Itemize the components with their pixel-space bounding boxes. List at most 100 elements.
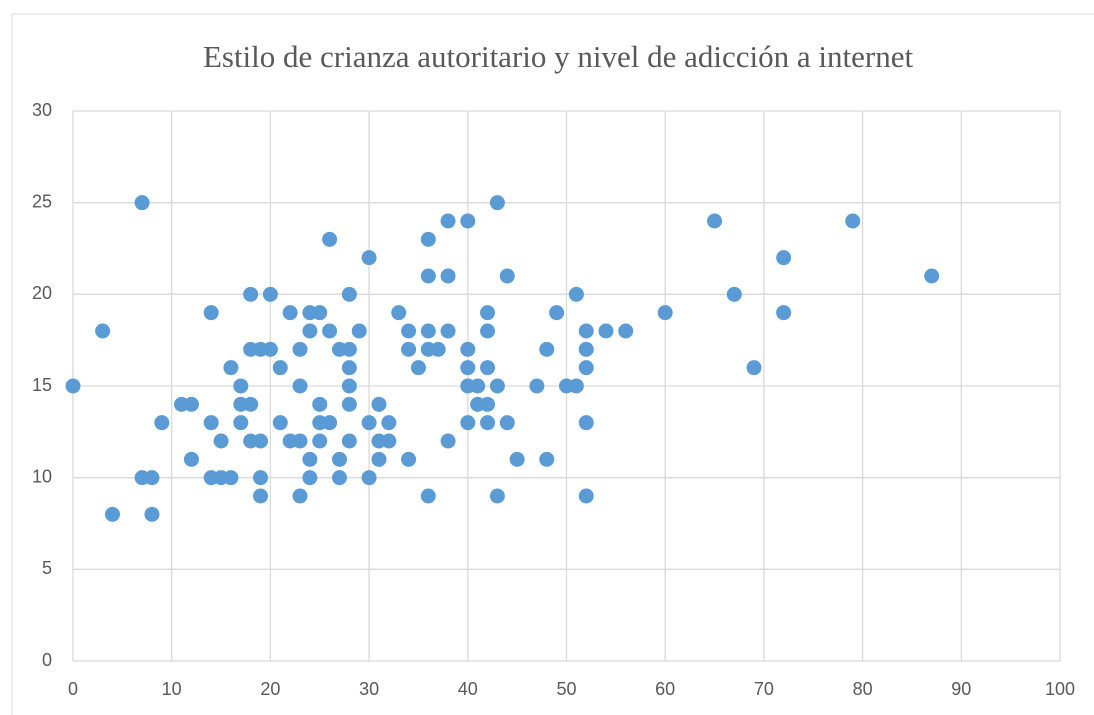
point bbox=[381, 433, 397, 449]
point bbox=[262, 286, 278, 302]
point bbox=[331, 470, 347, 486]
point bbox=[312, 433, 328, 449]
point bbox=[746, 360, 762, 376]
y-tick-label: 15 bbox=[32, 375, 52, 395]
x-tick-label: 60 bbox=[655, 679, 675, 699]
point bbox=[440, 268, 456, 284]
point bbox=[282, 305, 298, 321]
point bbox=[529, 378, 545, 394]
point bbox=[104, 506, 120, 522]
point bbox=[489, 378, 505, 394]
point bbox=[460, 415, 476, 431]
point bbox=[924, 268, 940, 284]
point bbox=[480, 415, 496, 431]
point bbox=[381, 415, 397, 431]
x-tick-label: 50 bbox=[556, 679, 576, 699]
x-tick-label: 80 bbox=[853, 679, 873, 699]
point bbox=[480, 323, 496, 339]
point bbox=[578, 415, 594, 431]
point bbox=[154, 415, 170, 431]
point bbox=[657, 305, 673, 321]
point bbox=[262, 341, 278, 357]
point bbox=[440, 213, 456, 229]
point bbox=[302, 323, 318, 339]
point bbox=[578, 323, 594, 339]
point bbox=[292, 433, 308, 449]
point bbox=[341, 396, 357, 412]
point bbox=[233, 378, 249, 394]
x-tick-label: 30 bbox=[359, 679, 379, 699]
point bbox=[391, 305, 407, 321]
point bbox=[420, 231, 436, 247]
y-tick-label: 10 bbox=[32, 466, 52, 486]
point bbox=[460, 213, 476, 229]
point bbox=[95, 323, 111, 339]
point bbox=[568, 378, 584, 394]
point bbox=[845, 213, 861, 229]
point bbox=[401, 323, 417, 339]
point bbox=[371, 396, 387, 412]
point bbox=[243, 396, 259, 412]
point bbox=[341, 341, 357, 357]
point bbox=[253, 488, 269, 504]
point bbox=[223, 470, 239, 486]
point bbox=[401, 451, 417, 467]
x-tick-label: 0 bbox=[68, 679, 78, 699]
point bbox=[253, 470, 269, 486]
point bbox=[499, 415, 515, 431]
point bbox=[470, 378, 486, 394]
point bbox=[312, 305, 328, 321]
point bbox=[539, 341, 555, 357]
y-tick-label: 5 bbox=[42, 558, 52, 578]
point bbox=[183, 396, 199, 412]
point bbox=[302, 451, 318, 467]
point bbox=[183, 451, 199, 467]
point bbox=[480, 305, 496, 321]
point bbox=[578, 360, 594, 376]
point bbox=[578, 341, 594, 357]
point bbox=[361, 470, 377, 486]
y-tick-label: 0 bbox=[42, 650, 52, 670]
point bbox=[726, 286, 742, 302]
point bbox=[213, 433, 229, 449]
point bbox=[578, 488, 594, 504]
point bbox=[351, 323, 367, 339]
point bbox=[134, 195, 150, 211]
x-tick-label: 90 bbox=[951, 679, 971, 699]
point bbox=[539, 451, 555, 467]
point bbox=[341, 360, 357, 376]
y-tick-label: 20 bbox=[32, 283, 52, 303]
point bbox=[361, 250, 377, 266]
point bbox=[489, 488, 505, 504]
point bbox=[341, 433, 357, 449]
point bbox=[371, 451, 387, 467]
point bbox=[272, 360, 288, 376]
point bbox=[272, 415, 288, 431]
point bbox=[292, 488, 308, 504]
point bbox=[776, 250, 792, 266]
point bbox=[420, 268, 436, 284]
x-tick-label: 100 bbox=[1045, 679, 1075, 699]
x-tick-label: 40 bbox=[458, 679, 478, 699]
point bbox=[430, 341, 446, 357]
chart-frame bbox=[11, 13, 1094, 715]
point bbox=[460, 341, 476, 357]
point bbox=[302, 470, 318, 486]
point bbox=[341, 286, 357, 302]
point bbox=[322, 323, 338, 339]
x-tick-label: 20 bbox=[260, 679, 280, 699]
y-tick-label: 30 bbox=[32, 100, 52, 120]
point bbox=[203, 415, 219, 431]
point bbox=[509, 451, 525, 467]
x-tick-label: 70 bbox=[754, 679, 774, 699]
point bbox=[322, 231, 338, 247]
point bbox=[253, 433, 269, 449]
point bbox=[233, 415, 249, 431]
point bbox=[292, 378, 308, 394]
point bbox=[549, 305, 565, 321]
point bbox=[322, 415, 338, 431]
point bbox=[420, 323, 436, 339]
point bbox=[707, 213, 723, 229]
y-tick-label: 25 bbox=[32, 191, 52, 211]
